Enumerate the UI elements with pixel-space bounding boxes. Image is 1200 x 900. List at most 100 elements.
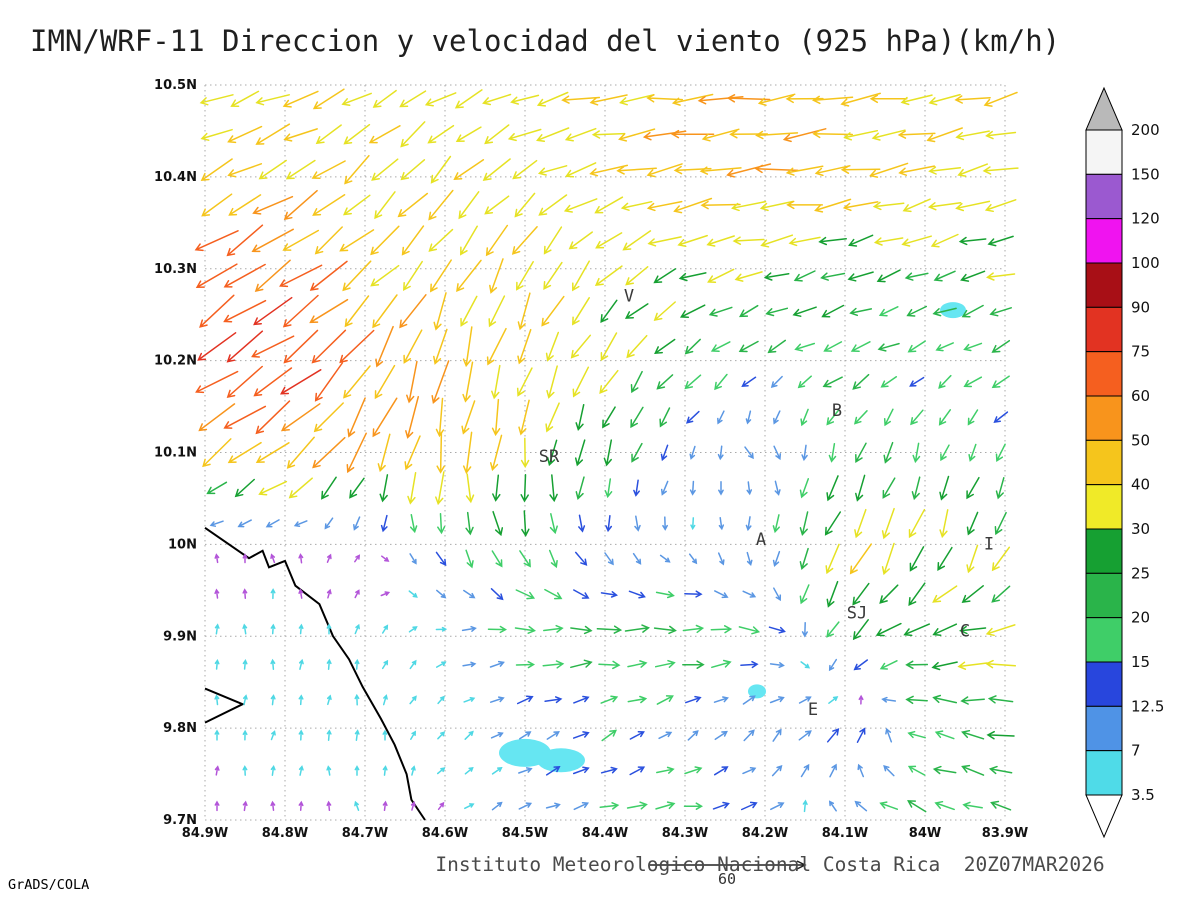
wind-arrow <box>785 165 824 176</box>
wind-arrow <box>852 582 870 606</box>
reference-vector: 60 <box>650 860 807 888</box>
wind-arrow <box>697 95 744 105</box>
wind-arrow <box>626 334 648 359</box>
wind-arrow <box>589 164 629 177</box>
wind-arrow <box>687 730 699 741</box>
wind-arrow <box>773 587 782 602</box>
wind-arrow <box>812 95 854 105</box>
wind-arrow <box>989 307 1012 317</box>
wind-arrow <box>372 294 398 329</box>
reference-arrow <box>650 860 807 870</box>
wind-arrow <box>960 696 985 705</box>
wind-arrow <box>619 94 655 106</box>
wind-arrow <box>927 202 962 211</box>
wind-arrow <box>342 260 372 292</box>
station-label: B <box>832 401 842 421</box>
wind-arrow <box>270 765 276 776</box>
wind-arrow <box>960 270 986 282</box>
wind-arrow <box>570 625 593 635</box>
wind-arrow <box>774 480 781 496</box>
wind-arrow <box>288 477 313 499</box>
wind-arrow <box>825 543 840 575</box>
wind-arrow <box>699 166 742 175</box>
wind-arrow <box>346 432 367 474</box>
wind-arrow <box>962 801 983 810</box>
wind-arrow <box>904 272 929 281</box>
wind-arrow <box>910 409 924 426</box>
wind-arrow <box>660 480 669 496</box>
wind-arrow <box>563 198 598 213</box>
wind-arrow <box>571 297 590 326</box>
wind-arrow <box>604 552 614 566</box>
wind-arrow <box>905 695 928 705</box>
wind-arrow <box>656 695 674 705</box>
wind-arrow <box>712 801 730 810</box>
wind-arrow <box>314 362 344 402</box>
wind-arrow <box>237 519 252 528</box>
wind-arrow <box>464 730 474 740</box>
lake <box>537 748 585 773</box>
wind-arrow <box>624 624 650 633</box>
wind-arrow <box>488 295 506 328</box>
wind-arrow <box>883 765 895 777</box>
wind-arrow <box>400 121 426 148</box>
wind-arrow <box>574 551 588 566</box>
wind-arrow <box>547 439 558 467</box>
wind-arrow <box>988 765 1013 775</box>
wind-arrow <box>739 304 759 318</box>
colorbar-label: 200 <box>1131 121 1160 139</box>
wind-arrow <box>279 264 323 288</box>
wind-arrow <box>535 127 570 143</box>
wind-arrow <box>769 662 785 669</box>
reference-vector-label: 60 <box>718 870 736 888</box>
wind-arrow <box>402 260 423 291</box>
wind-arrow <box>993 411 1009 424</box>
wind-arrow <box>226 365 263 398</box>
wind-arrow <box>768 626 786 634</box>
wind-arrow <box>995 443 1006 463</box>
wind-arrow <box>507 128 542 142</box>
wind-arrow <box>433 292 447 331</box>
wind-arrow <box>293 520 308 527</box>
wind-arrow <box>435 661 447 668</box>
wind-arrow <box>627 695 648 704</box>
wind-arrow <box>786 200 824 210</box>
wind-arrow <box>408 590 418 598</box>
wind-arrow <box>349 477 365 499</box>
wind-arrow <box>855 442 867 464</box>
wind-arrow <box>242 694 248 706</box>
wind-arrow <box>746 551 753 567</box>
wind-arrow <box>491 766 503 775</box>
wind-arrow <box>435 471 445 506</box>
wind-arrow <box>759 200 794 212</box>
wind-arrow <box>482 93 512 106</box>
wind-arrow <box>718 480 724 496</box>
wind-arrow <box>785 94 824 104</box>
wind-arrow <box>410 765 416 776</box>
wind-arrow <box>270 730 276 741</box>
wind-arrow <box>514 192 536 218</box>
wind-arrow <box>710 625 733 634</box>
x-tick-label: 84.9W <box>182 826 228 841</box>
wind-arrow <box>673 197 713 214</box>
wind-arrow <box>518 802 533 810</box>
wind-arrow <box>437 695 445 705</box>
wind-arrow <box>600 695 619 704</box>
wind-arrow <box>353 516 361 531</box>
wind-arrow <box>897 130 936 139</box>
station-labels: V B SR A SJ C E I <box>539 286 994 719</box>
wind-arrow <box>517 292 531 331</box>
wind-arrow <box>519 731 532 740</box>
wind-arrow <box>202 438 232 468</box>
wind-arrow <box>309 298 349 324</box>
wind-arrow <box>199 94 234 106</box>
wind-arrow <box>684 338 701 355</box>
wind-arrow <box>646 163 683 178</box>
wind-arrow <box>490 588 504 601</box>
wind-arrow <box>880 376 898 388</box>
wind-arrow <box>570 334 592 359</box>
wind-arrow <box>515 589 536 600</box>
wind-arrow <box>541 295 565 327</box>
wind-arrow <box>280 369 322 395</box>
wind-arrow <box>986 272 1016 281</box>
